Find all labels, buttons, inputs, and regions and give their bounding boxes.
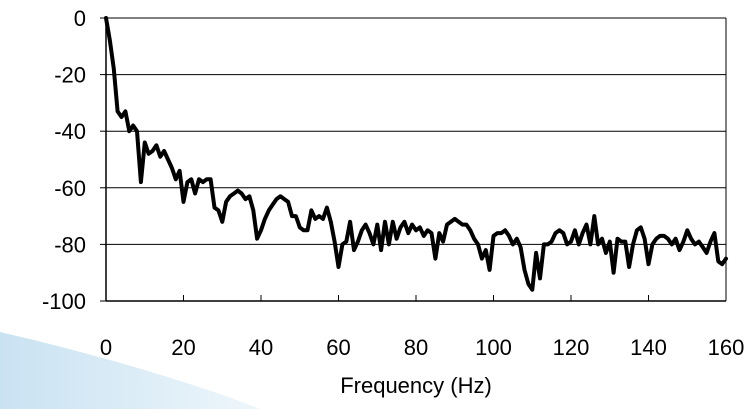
x-tick-label: 80 (404, 335, 428, 360)
y-tick-label: -100 (42, 289, 86, 314)
x-tick-label: 100 (475, 335, 512, 360)
horizontal-gridlines (106, 17, 726, 302)
x-tick-label: 160 (708, 335, 745, 360)
series-line (104, 16, 728, 292)
x-axis-title: Frequency (Hz) (340, 373, 492, 398)
x-tick-label: 0 (100, 335, 112, 360)
y-tick-label: -80 (54, 232, 86, 257)
x-tick-label: 60 (326, 335, 350, 360)
series-layer (104, 16, 728, 292)
x-tick-label: 120 (553, 335, 590, 360)
y-tick-labels: 0 -20 -40 -60 -80 -100 (42, 6, 86, 314)
x-tick-label: 140 (630, 335, 667, 360)
x-tick-label: 40 (249, 335, 273, 360)
y-tick-label: -40 (54, 119, 86, 144)
x-tick-label: 20 (171, 335, 195, 360)
decorative-background-swoosh (0, 332, 260, 409)
y-tick-label: -60 (54, 176, 86, 201)
axes (100, 17, 727, 302)
x-tick-labels: 0 20 40 60 80 100 120 140 160 (100, 335, 744, 360)
y-tick-label: -20 (54, 63, 86, 88)
y-tick-label: 0 (74, 6, 86, 31)
